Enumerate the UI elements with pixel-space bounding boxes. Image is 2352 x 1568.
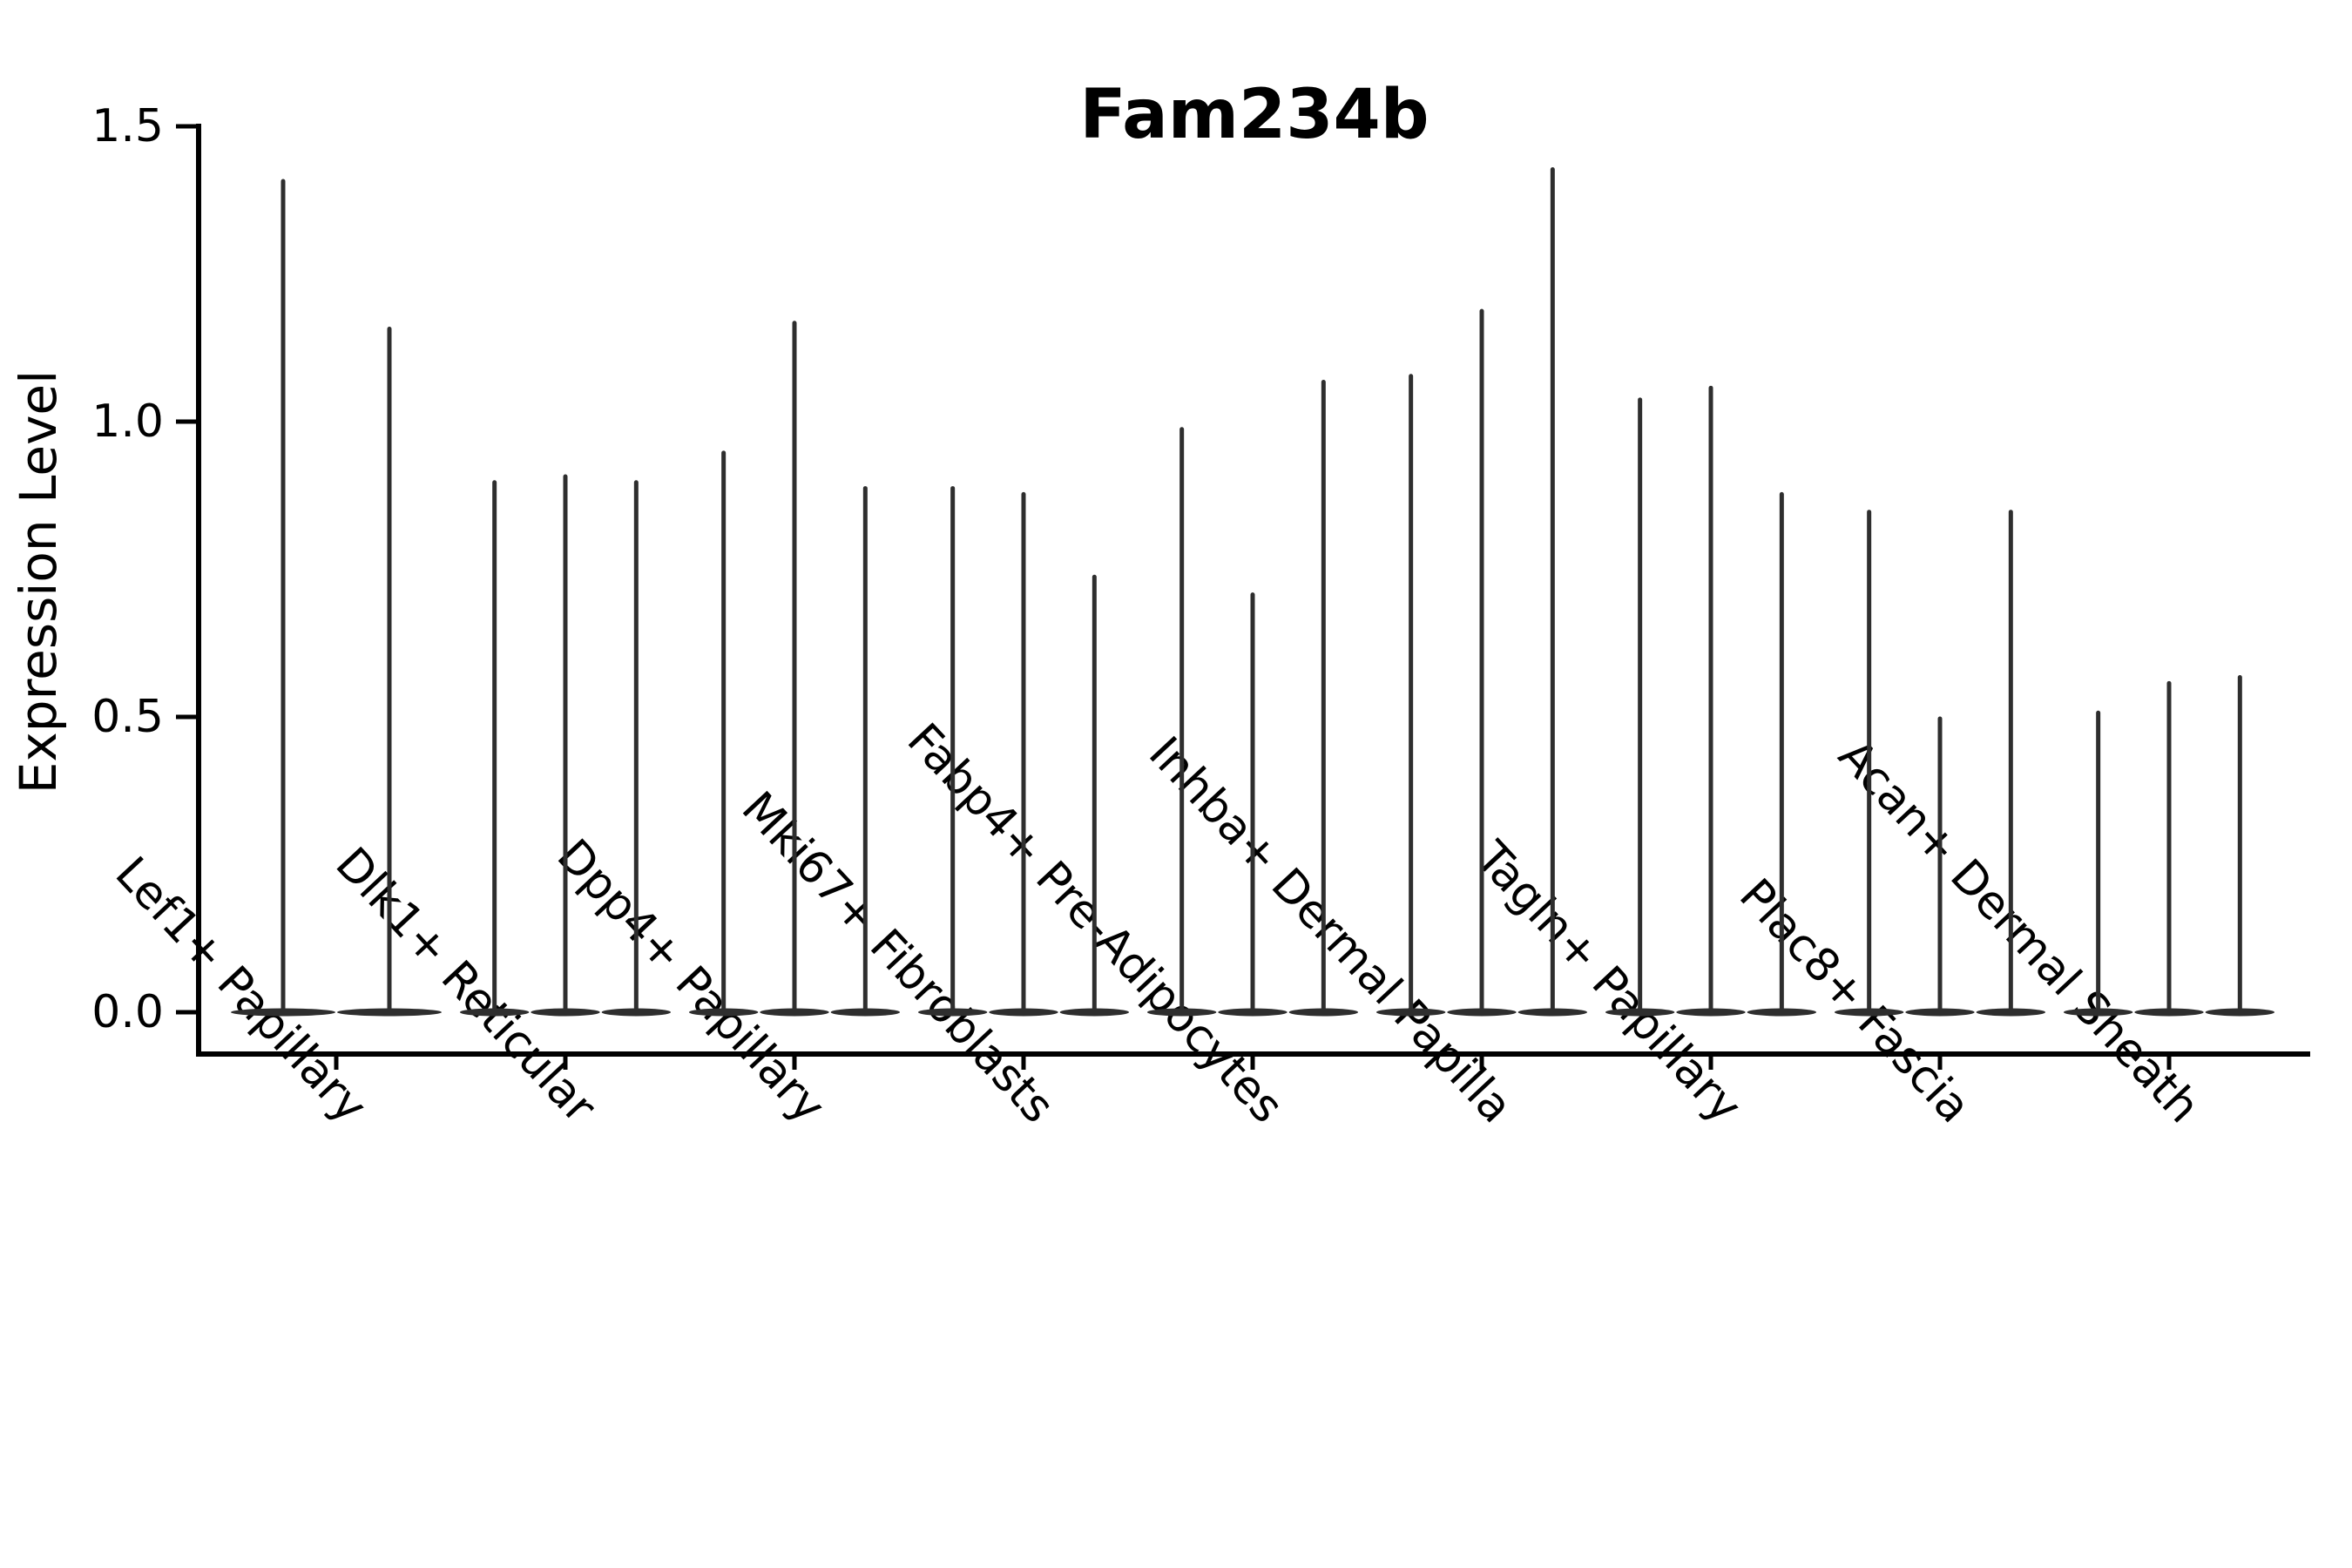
y-tick-label: 1.5 [91,100,164,152]
x-tick-label: Inhba+ Dermal Papilla [1139,727,1522,1133]
labels-layer: Fam234b Expression Level [9,76,1429,794]
violin-group [1376,166,1588,1017]
violin-group [460,474,671,1017]
y-axis-label: Expression Level [9,370,68,794]
violin-group [918,486,1130,1017]
violin-group [2064,675,2274,1017]
y-tick-label: 1.0 [91,395,164,448]
violin-group [1147,380,1359,1017]
violin-group [1835,510,2045,1017]
violin-group [1605,385,1816,1017]
y-tick-label: 0.5 [91,691,164,743]
x-tick-label: Acan+ Dermal Sheath [1828,730,2210,1133]
violin-group [689,321,900,1017]
chart-title: Fam234b [1079,76,1429,154]
x-tick-label: Plac8+ Fascia [1729,869,1980,1133]
violins-layer [231,166,2274,1017]
violin-group [231,179,442,1017]
y-tick-label: 0.0 [91,986,164,1038]
